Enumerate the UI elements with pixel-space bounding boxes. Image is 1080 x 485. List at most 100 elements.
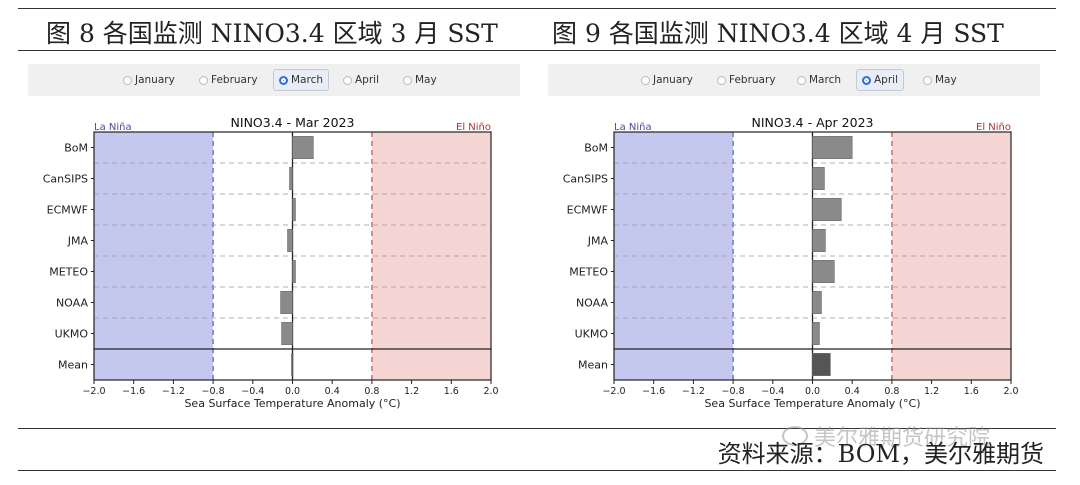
el-nino-label: El Niño [456,122,491,133]
radio-march[interactable]: March [273,69,330,91]
category-label: CanSIPS [563,173,608,186]
bar-cansips [289,167,293,190]
radio-april[interactable]: April [856,69,904,91]
category-label: Mean [578,359,608,372]
radio-dot-icon [123,75,132,85]
radio-label: January [653,74,693,86]
x-tick-label: −0.8 [202,386,225,397]
x-tick-label: −2.0 [82,386,105,397]
x-tick-label: −0.4 [761,386,784,397]
bar-meteo [292,260,296,283]
bar-ecmwf [292,198,296,221]
x-tick-label: 1.2 [924,386,939,397]
x-tick-label: −1.2 [162,386,185,397]
x-tick-label: −0.4 [241,386,264,397]
bar-jma [812,229,826,252]
watermark: 美尔雅期货研究院 [782,420,990,452]
category-label: CanSIPS [43,173,88,186]
category-label: ECMWF [47,204,88,217]
radio-dot-icon [641,75,650,85]
top-rule [18,8,1056,9]
month-radio-group: January February March April May [548,64,1040,96]
bar-bom [292,136,314,159]
x-tick-label: 1.6 [444,386,459,397]
x-tick-label: 1.6 [964,386,979,397]
radio-label: March [291,74,324,86]
title-rule [18,50,1056,51]
bar-mean [812,353,831,376]
bar-bom [812,136,853,159]
bar-noaa [812,291,822,314]
x-tick-label: −1.2 [682,386,705,397]
radio-dot-icon [717,75,726,85]
radio-february[interactable]: February [712,69,781,91]
radio-dot-icon [797,75,806,85]
bar-noaa [280,291,293,314]
radio-dot-icon [199,75,208,85]
x-tick-label: 0.8 [364,386,379,397]
radio-label: April [874,74,898,86]
x-tick-label: −0.8 [722,386,745,397]
x-tick-label: 2.0 [1003,386,1018,397]
radio-label: May [415,74,437,86]
radio-april[interactable]: April [338,69,384,91]
category-label: UKMO [575,328,609,341]
x-tick-label: 0.0 [285,386,300,397]
radio-label: April [355,74,379,86]
month-radio-group: January February March April May [28,64,520,96]
bar-mean [291,353,294,376]
figure-9-panel: January February March April May BoM CanS… [548,58,1042,418]
x-tick-label: 0.8 [884,386,899,397]
radio-february[interactable]: February [194,69,263,91]
radio-march[interactable]: March [792,69,846,91]
category-label: BoM [64,142,88,155]
x-tick-label: 0.4 [845,386,860,397]
radio-label: March [809,74,842,86]
x-tick-label: 0.4 [325,386,340,397]
category-label: UKMO [55,328,89,341]
bar-ukmo [281,322,293,345]
bar-jma [287,229,293,252]
x-tick-label: −1.6 [642,386,665,397]
category-label: METEO [49,266,88,279]
radio-january[interactable]: January [636,69,698,91]
category-label: ECMWF [567,204,608,217]
category-label: Mean [58,359,88,372]
radio-dot-icon [403,75,412,85]
radio-may[interactable]: May [398,69,442,91]
bar-ukmo [812,322,820,345]
x-tick-label: −1.6 [122,386,145,397]
radio-dot-icon [862,75,871,85]
figure-8-panel: January February March April May BoM CanS… [28,58,522,418]
radio-dot-icon [279,75,288,85]
source-note: 资料来源：BOM，美尔雅期货 [717,440,1044,468]
x-axis-label: Sea Surface Temperature Anomaly (°C) [704,397,920,410]
x-tick-label: 1.2 [404,386,419,397]
figure-9-title: 图 9 各国监测 NINO3.4 区域 4 月 SST [552,19,1004,48]
watermark-text: 美尔雅期货研究院 [814,426,991,451]
category-label: NOAA [576,297,609,310]
category-label: NOAA [56,297,89,310]
wechat-icon [782,426,808,446]
radio-label: May [935,74,957,86]
radio-label: January [135,74,175,86]
radio-dot-icon [923,75,932,85]
category-label: JMA [67,235,89,248]
radio-dot-icon [343,75,352,85]
radio-label: February [729,74,776,86]
radio-january[interactable]: January [118,69,180,91]
bar-ecmwf [812,198,842,221]
category-label: JMA [587,235,609,248]
nino34-mar-chart: BoM CanSIPS ECMWF JMA METEO NOAA UKMO Mean −2.0 −… [43,115,499,410]
bar-meteo [812,260,835,283]
nino34-apr-chart: BoM CanSIPS ECMWF JMA METEO NOAA UKMO Mean −2.0 −… [563,115,1019,410]
chart-title: NINO3.4 - Apr 2023 [752,115,874,130]
chart-title: NINO3.4 - Mar 2023 [231,115,355,130]
bottom-rule [18,470,1056,471]
el-nino-label: El Niño [976,122,1011,133]
radio-may[interactable]: May [918,69,962,91]
x-axis-label: Sea Surface Temperature Anomaly (°C) [184,397,400,410]
radio-label: February [211,74,258,86]
category-label: METEO [569,266,608,279]
x-tick-label: 0.0 [805,386,820,397]
